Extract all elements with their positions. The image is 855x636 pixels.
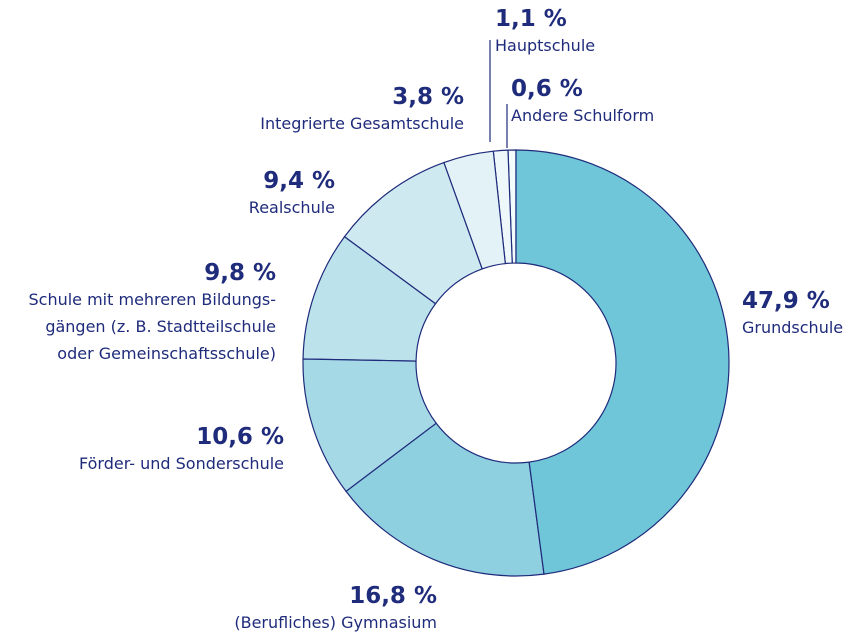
value-label: 0,6 %	[511, 76, 583, 102]
donut-slice	[345, 422, 545, 577]
value-label: 9,8 %	[204, 260, 276, 286]
value-label: 10,6 %	[196, 424, 284, 450]
category-label: Förder- und Sonderschule	[78, 454, 284, 473]
donut-slice	[302, 235, 437, 362]
value-label: 16,8 %	[349, 583, 437, 609]
category-label: (Berufliches) Gymnasium	[234, 613, 437, 632]
value-label: 9,4 %	[263, 168, 335, 194]
donut-slice	[443, 150, 506, 270]
category-label: Integrierte Gesamtschule	[260, 114, 464, 133]
value-label: 3,8 %	[392, 84, 464, 110]
category-label: Realschule	[248, 198, 335, 217]
category-label: Andere Schulform	[511, 106, 655, 125]
value-label: 47,9 %	[742, 288, 830, 314]
donut-slice	[343, 161, 483, 305]
category-label: Hauptschule	[495, 36, 596, 55]
donut-slice	[302, 358, 438, 493]
value-label: 1,1 %	[495, 6, 567, 32]
donut-slice	[515, 149, 730, 575]
category-label: Grundschule	[742, 318, 844, 337]
category-label: Schule mit mehreren Bildungs- gängen (z.…	[28, 290, 276, 363]
